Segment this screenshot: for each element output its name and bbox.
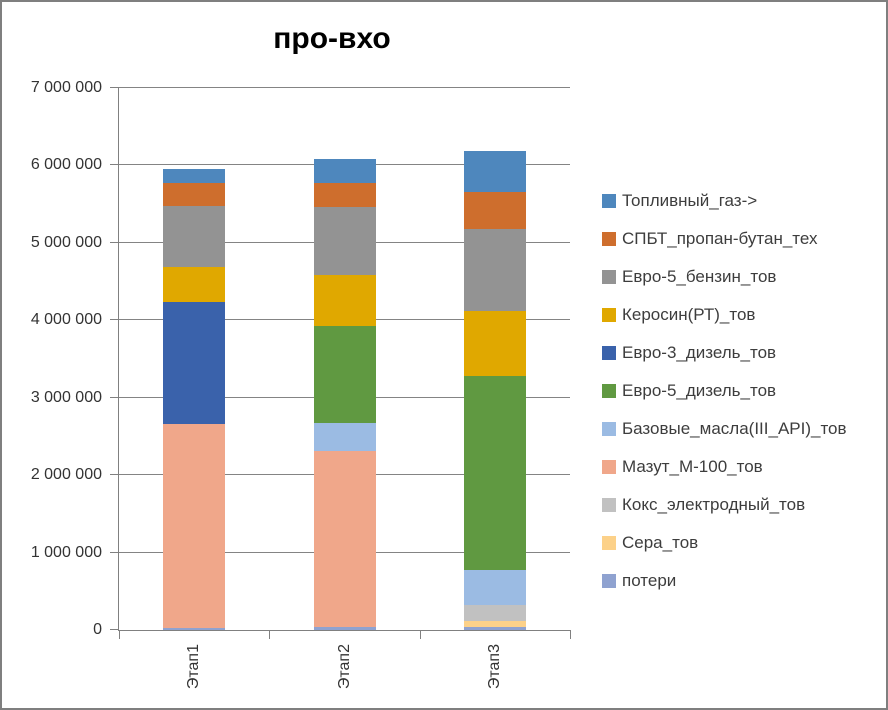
bar-segment-Топливный_газ->[interactable] [313, 158, 376, 184]
bar-segment-потери[interactable] [313, 626, 376, 630]
legend-label: Евро-5_дизель_тов [622, 381, 777, 400]
legend-swatch-icon [602, 498, 616, 512]
y-axis-tick [110, 396, 119, 398]
legend-label: Евро-5_бензин_тов [622, 267, 777, 286]
legend-label: Сера_тов [622, 533, 699, 552]
y-axis-label: 6 000 000 [30, 156, 102, 174]
bar-segment-Мазут_М-100_тов[interactable] [313, 451, 376, 627]
y-axis-label: 0 [93, 621, 102, 638]
bar-segment-СПБТ_пропан-бутан_тех[interactable] [463, 191, 526, 229]
legend-swatch-icon [602, 270, 616, 284]
y-axis-tick [110, 164, 119, 166]
y-axis-label: 3 000 000 [30, 388, 102, 406]
legend-label: Кокс_электродный_тов [622, 495, 806, 514]
x-axis-label: Этап2 [335, 644, 353, 690]
y-axis-label: 5 000 000 [30, 233, 102, 251]
y-axis-label: 1 000 000 [30, 543, 102, 561]
legend-label: Базовые_масла(III_API)_тов [622, 419, 847, 438]
y-axis-tick [110, 474, 119, 476]
legend-label: Керосин(РТ)_тов [622, 305, 756, 324]
y-axis-label: 2 000 000 [30, 466, 102, 484]
bar-segment-Базовые_масла(III_API)_тов[interactable] [463, 569, 526, 606]
legend-swatch-icon [602, 422, 616, 436]
bar-segment-потери[interactable] [163, 628, 226, 630]
legend-label: Мазут_М-100_тов [622, 457, 763, 476]
x-axis-tick [269, 630, 271, 639]
y-axis-tick [110, 87, 119, 88]
bar-segment-СПБТ_пропан-бутан_тех[interactable] [313, 183, 376, 208]
y-axis-tick [110, 319, 119, 321]
x-axis-label: Этап1 [185, 644, 203, 690]
legend-item-Базовые_масла(III_API)_тов[interactable]: Базовые_масла(III_API)_тов [602, 419, 847, 438]
bar-segment-Евро-5_бензин_тов[interactable] [163, 206, 226, 267]
bar-segment-Базовые_масла(III_API)_тов[interactable] [313, 422, 376, 452]
legend-item-СПБТ_пропан-бутан_тех[interactable]: СПБТ_пропан-бутан_тех [602, 229, 847, 248]
legend-item-Кокс_электродный_тов[interactable]: Кокс_электродный_тов [602, 495, 847, 514]
bar-segment-Мазут_М-100_тов[interactable] [163, 424, 226, 629]
plot-area: 0 1 000 000 2 000 000 3 000 000 4 000 000 5 0… [31, 80, 571, 689]
bar-segment-Евро-5_бензин_тов[interactable] [463, 228, 526, 312]
bar-segment-потери[interactable] [463, 626, 526, 630]
gridline [119, 87, 570, 88]
legend-swatch-icon [602, 308, 616, 322]
legend-label: СПБТ_пропан-бутан_тех [622, 229, 818, 248]
y-axis-tick [110, 551, 119, 553]
bar-segment-Сера_тов[interactable] [463, 620, 526, 627]
x-axis-tick [119, 630, 120, 639]
legend-label: Евро-3_дизель_тов [622, 343, 777, 362]
x-axis-label: Этап3 [485, 644, 503, 690]
bar-segment-Керосин(РТ)_тов[interactable] [313, 275, 376, 326]
legend-swatch-icon [602, 346, 616, 360]
x-axis-tick [419, 630, 421, 639]
legend-swatch-icon [602, 574, 616, 588]
bar-segment-Евро-5_дизель_тов[interactable] [463, 376, 526, 570]
legend-item-Топливный_газ->[interactable]: Топливный_газ-> [602, 191, 847, 210]
y-axis-tick [110, 241, 119, 243]
bar-segment-Топливный_газ->[interactable] [163, 168, 226, 184]
legend-swatch-icon [602, 384, 616, 398]
bar-Этап1[interactable] [163, 88, 226, 630]
legend-item-Евро-3_дизель_тов[interactable]: Евро-3_дизель_тов [602, 343, 847, 362]
legend-item-Сера_тов[interactable]: Сера_тов [602, 533, 847, 552]
legend-swatch-icon [602, 194, 616, 208]
bar-segment-СПБТ_пропан-бутан_тех[interactable] [163, 183, 226, 207]
legend-item-потери[interactable]: потери [602, 571, 847, 590]
y-axis-tick [110, 629, 119, 630]
legend-label: потери [622, 571, 677, 590]
chart-title: про-вхо [273, 22, 391, 55]
legend-label: Топливный_газ-> [622, 191, 758, 210]
bar-Этап2[interactable] [313, 88, 376, 630]
bar-segment-Керосин(РТ)_тов[interactable] [463, 311, 526, 377]
x-axis-tick [570, 630, 571, 639]
legend-swatch-icon [602, 460, 616, 474]
legend-swatch-icon [602, 536, 616, 550]
y-axis-label: 4 000 000 [30, 311, 102, 329]
bar-segment-Кокс_электродный_тов[interactable] [463, 605, 526, 621]
bar-segment-Керосин(РТ)_тов[interactable] [163, 266, 226, 303]
legend-item-Евро-5_дизель_тов[interactable]: Евро-5_дизель_тов [602, 381, 847, 400]
legend-item-Мазут_М-100_тов[interactable]: Мазут_М-100_тов [602, 457, 847, 476]
bar-segment-Топливный_газ->[interactable] [463, 150, 526, 192]
legend: Топливный_газ-> СПБТ_пропан-бутан_тех Евро… [602, 191, 847, 590]
bar-segment-Евро-5_дизель_тов[interactable] [313, 325, 376, 423]
y-axis-label: 7 000 000 [30, 79, 102, 96]
bar-Этап3[interactable] [463, 88, 526, 630]
bar-segment-Евро-3_дизель_тов[interactable] [163, 302, 226, 425]
bar-segment-Евро-5_бензин_тов[interactable] [313, 207, 376, 276]
legend-item-Евро-5_бензин_тов[interactable]: Евро-5_бензин_тов [602, 267, 847, 286]
legend-item-Керосин(РТ)_тов[interactable]: Керосин(РТ)_тов [602, 305, 847, 324]
legend-swatch-icon [602, 232, 616, 246]
